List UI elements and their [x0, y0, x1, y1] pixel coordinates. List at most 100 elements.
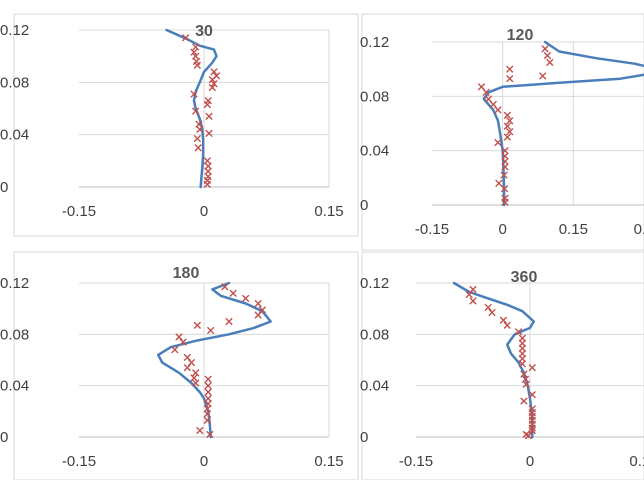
data-point: [541, 45, 549, 53]
panel-frame: [13, 13, 359, 237]
data-point: [179, 338, 187, 346]
data-point: [469, 285, 477, 294]
data-point: [203, 416, 212, 425]
y-tick-label: 0: [0, 179, 8, 196]
data-point: [522, 380, 530, 389]
data-point: [190, 48, 198, 56]
data-point: [229, 289, 237, 297]
y-tick-label: 0.04: [360, 143, 389, 160]
data-point: [506, 65, 514, 73]
data-point: [482, 88, 490, 96]
data-point: [543, 51, 552, 60]
data-point: [506, 127, 514, 136]
data-point: [181, 34, 190, 42]
data-point: [210, 79, 218, 88]
chart-panel-360: 0 0.04 0.08 0.12 -0.15 0 0.15 360: [360, 251, 644, 480]
y-tick-label: 0.12: [360, 34, 389, 51]
data-point: [503, 321, 511, 330]
data-point: [190, 374, 198, 382]
data-point: [546, 58, 554, 67]
plot-area: [156, 281, 272, 439]
data-point: [488, 308, 496, 317]
data-point: [494, 106, 502, 114]
data-point: [528, 424, 536, 432]
data-point: [206, 326, 215, 335]
data-point: [221, 283, 229, 291]
data-point: [465, 290, 473, 299]
x-tick-label: -0.15: [415, 221, 449, 238]
data-point: [518, 360, 527, 368]
data-point: [191, 107, 200, 115]
data-point: [503, 122, 512, 130]
x-tick-label: 0: [200, 203, 208, 220]
y-tick-label: 0.04: [360, 378, 389, 395]
x-tick-label: 0.15: [559, 221, 588, 238]
data-point: [183, 364, 192, 372]
data-point: [499, 316, 508, 324]
data-point: [528, 426, 536, 435]
data-point: [500, 171, 508, 179]
y-tick-label: 0.04: [0, 127, 29, 144]
data-point: [506, 117, 514, 125]
model-line: [482, 40, 644, 207]
data-point: [203, 410, 212, 418]
data-point: [514, 328, 523, 336]
data-point: [193, 61, 202, 70]
data-point: [203, 180, 212, 189]
data-point: [203, 100, 212, 109]
x-tick-label: 0.15: [629, 453, 644, 470]
data-point: [500, 185, 509, 193]
data-point: [208, 83, 217, 92]
panel-title: 30: [195, 23, 213, 40]
model-line: [165, 28, 218, 189]
data-point: [501, 163, 509, 171]
data-point: [528, 364, 536, 372]
x-tick-label: 0.3: [634, 221, 644, 238]
data-point: [204, 381, 212, 390]
plot-area: [477, 40, 644, 207]
data-point: [191, 369, 200, 377]
data-point: [205, 129, 213, 138]
chart-panel-180: 0 0.04 0.08 0.12 -0.15 0 0.15 180: [0, 251, 359, 480]
x-tick-label: -0.15: [62, 203, 96, 220]
data-point: [225, 317, 233, 326]
data-point: [204, 375, 212, 383]
y-tick-label: 0.12: [0, 275, 29, 292]
data-point: [190, 90, 198, 98]
panel-title: 360: [511, 269, 538, 286]
panel-frame: [361, 251, 644, 480]
data-point: [528, 390, 536, 399]
y-tick-label: 0.04: [0, 378, 29, 395]
y-tick-label: 0: [360, 429, 368, 446]
data-point: [469, 297, 477, 305]
data-point: [501, 157, 509, 166]
data-point: [210, 68, 218, 76]
x-tick-label: 0: [526, 453, 534, 470]
data-point: [254, 299, 262, 308]
data-point: [205, 112, 213, 121]
y-tick-label: 0.08: [0, 326, 29, 343]
data-point: [520, 397, 528, 405]
data-point: [241, 294, 250, 303]
chart-panel-120: 0 0.04 0.08 0.12 -0.15 0 0.15 0.3 120: [360, 13, 644, 251]
panel-title: 120: [507, 27, 534, 44]
x-tick-label: 0: [498, 221, 506, 238]
y-tick-label: 0.08: [360, 88, 389, 105]
x-tick-label: 0: [200, 453, 208, 470]
chart-panel-30: 0 0.04 0.08 0.12 -0.15 0 0.15 30: [0, 13, 359, 237]
model-line: [156, 281, 272, 439]
x-tick-label: -0.15: [399, 453, 433, 470]
data-point: [506, 74, 514, 83]
data-point: [501, 198, 509, 206]
x-tick-label: 0.15: [314, 453, 343, 470]
y-tick-label: 0: [360, 197, 368, 214]
data-point: [501, 152, 509, 160]
data-point: [196, 125, 204, 134]
plot-area: [452, 281, 536, 440]
data-point: [208, 76, 217, 84]
y-tick-label: 0.08: [0, 74, 29, 91]
data-point: [539, 72, 547, 80]
data-point: [193, 321, 202, 330]
data-point: [501, 146, 509, 155]
